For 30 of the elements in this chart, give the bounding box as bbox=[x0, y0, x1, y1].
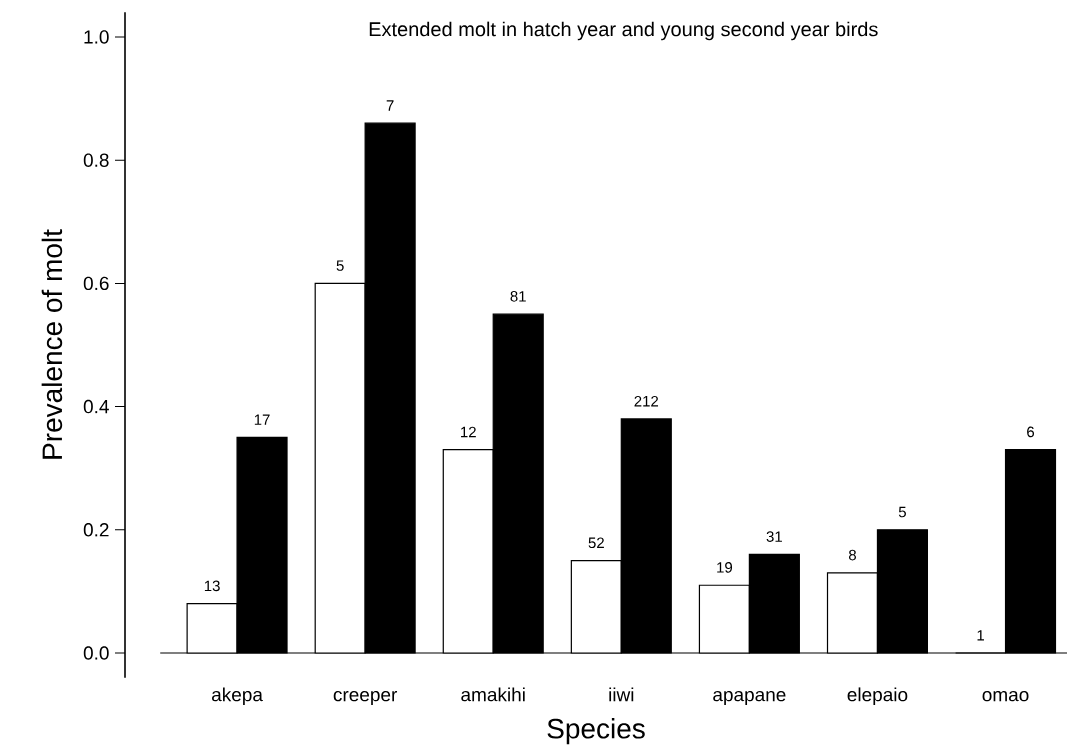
annotation: 17 bbox=[254, 414, 270, 425]
x-tick-label: akepa bbox=[211, 687, 263, 706]
y-tick-label: 0.4 bbox=[83, 399, 109, 414]
y-tick-label: 1.0 bbox=[84, 30, 109, 44]
y-tick-label: 0.2 bbox=[83, 523, 109, 537]
y-tick-label: 0.0 bbox=[83, 646, 109, 660]
x-tick-label: creeper bbox=[333, 690, 398, 706]
x-tick-label: amakihi bbox=[461, 687, 525, 702]
annotation: 8 bbox=[848, 549, 856, 561]
annotation: 52 bbox=[588, 537, 604, 549]
x-tick-label: apapane bbox=[713, 690, 786, 706]
y-tick-label: 0.6 bbox=[83, 276, 109, 291]
y-axis-title: Prevalence of molt bbox=[41, 229, 63, 459]
x-tick-label: omao bbox=[982, 690, 1029, 702]
annotation: 6 bbox=[1027, 426, 1035, 438]
annotation: 212 bbox=[634, 395, 659, 407]
x-axis-title: Species bbox=[547, 718, 645, 745]
annotation: 19 bbox=[717, 562, 733, 573]
annotation: 5 bbox=[898, 506, 906, 518]
y-tick-label: 0.8 bbox=[83, 153, 109, 167]
annotation: 31 bbox=[766, 531, 782, 542]
annotation: 1 bbox=[977, 630, 984, 641]
x-tick-label: iiwi bbox=[609, 687, 634, 702]
annotation: 13 bbox=[204, 580, 220, 592]
annotation: 12 bbox=[461, 426, 476, 438]
x-tick-label: elepaio bbox=[847, 687, 908, 706]
annotation: 81 bbox=[510, 291, 526, 302]
chart-title: Extended molt in hatch year and young second year birds bbox=[369, 21, 878, 41]
annotation: 7 bbox=[386, 100, 394, 111]
annotation: 5 bbox=[336, 260, 344, 271]
